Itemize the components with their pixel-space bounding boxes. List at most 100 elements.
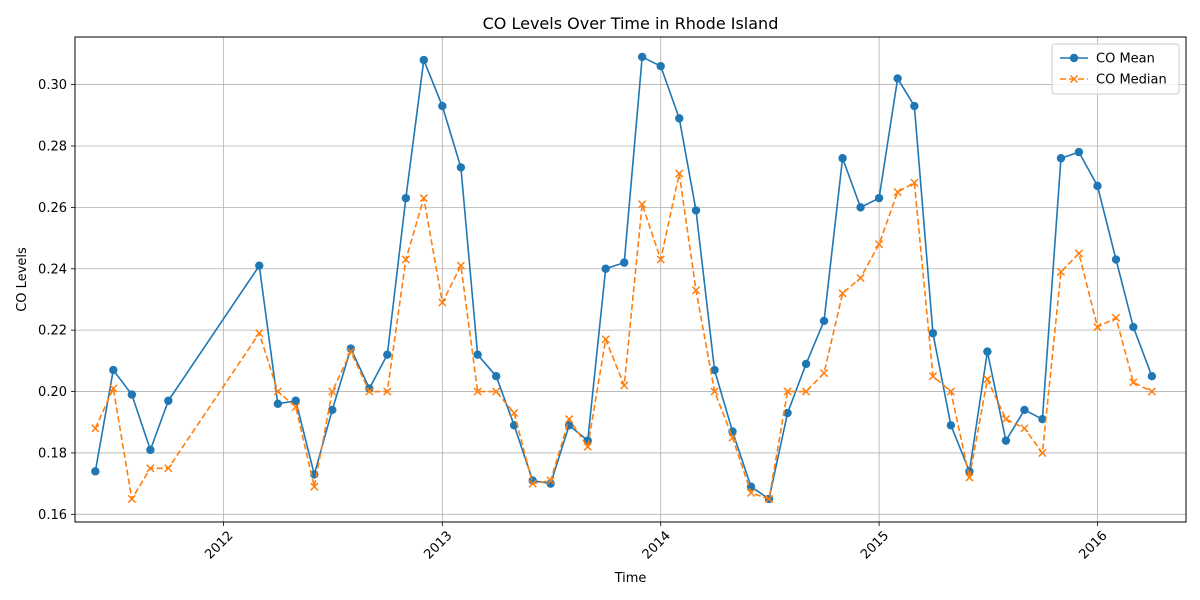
co-mean-point	[146, 445, 155, 455]
co-mean-point	[893, 74, 902, 83]
co-median-point	[401, 255, 410, 264]
co-median-point	[601, 335, 610, 344]
co-median-point	[346, 347, 355, 356]
co-median-point	[656, 255, 665, 264]
co-median-point	[728, 433, 737, 442]
co-mean-point	[291, 396, 300, 405]
co-mean-point	[1038, 414, 1047, 424]
co-median-point	[819, 368, 829, 378]
co-median-point	[1074, 249, 1084, 258]
y-tick-label: 0.16	[38, 508, 67, 523]
y-tick-label: 0.24	[38, 262, 67, 277]
co-mean-point	[473, 350, 482, 359]
co-mean-point	[1056, 154, 1066, 163]
co-mean-point	[456, 163, 466, 172]
co-mean-point	[691, 206, 701, 215]
co-mean-point	[365, 384, 374, 393]
co-median-point	[928, 372, 938, 381]
co-mean-point	[1020, 405, 1029, 415]
co-median-point	[764, 494, 774, 504]
co-mean-point	[838, 154, 847, 163]
co-median-point	[1056, 267, 1066, 276]
co-median-point	[910, 178, 919, 187]
legend: CO Mean CO Median	[1051, 43, 1180, 95]
co-median-point	[565, 415, 574, 424]
co-mean-point	[601, 264, 610, 273]
co-mean-point	[491, 371, 501, 381]
co-median-point	[1001, 415, 1011, 424]
co-mean-point	[1111, 255, 1121, 264]
co-mean-point	[1129, 322, 1138, 332]
co-median-point	[710, 387, 719, 396]
co-median-point	[1129, 378, 1138, 387]
co-mean-point	[1001, 436, 1011, 445]
co-mean-point	[346, 344, 356, 353]
co-mean-point	[383, 350, 392, 359]
co-median-point	[691, 286, 701, 295]
co-median-point	[583, 442, 592, 451]
co-mean-point	[328, 405, 337, 415]
co-mean-point	[546, 479, 555, 488]
co-mean-point	[273, 399, 283, 409]
y-tick-label: 0.20	[38, 385, 67, 400]
co-mean-point	[620, 258, 629, 267]
chart-title: CO Levels Over Time in Rhode Island	[483, 14, 779, 33]
co-mean-point	[983, 347, 992, 356]
legend-box	[1051, 43, 1180, 95]
co-median-point	[146, 464, 155, 473]
co-mean-point	[438, 101, 447, 111]
co-mean-point	[91, 467, 100, 476]
co-median-point	[456, 261, 466, 270]
co-median-point	[1038, 448, 1047, 458]
co-mean-point	[928, 329, 938, 338]
co-median-point	[546, 476, 555, 485]
co-median-point	[874, 240, 884, 249]
co-median-point	[510, 408, 519, 418]
co-median-point	[310, 482, 319, 491]
co-mean-point	[164, 396, 173, 405]
co-mean-point	[1074, 147, 1084, 157]
y-tick-label: 0.30	[38, 78, 67, 93]
co-mean-point	[637, 52, 647, 62]
co-mean-point	[109, 365, 118, 375]
co-median-point	[838, 289, 847, 298]
co-median-point	[164, 464, 173, 473]
co-median-point	[1093, 322, 1102, 332]
co-mean-point	[1147, 371, 1157, 381]
y-tick-label: 0.18	[38, 446, 67, 461]
co-median-point	[383, 387, 392, 396]
co-median-point	[255, 329, 264, 338]
co-median-point	[746, 488, 756, 497]
co-mean-point	[656, 61, 665, 71]
y-tick-label: 0.22	[38, 324, 67, 339]
co-median-point	[291, 402, 300, 412]
co-mean-point	[910, 101, 919, 111]
co-mean-point	[127, 390, 137, 399]
legend-mean-marker	[1069, 53, 1079, 63]
co-median-point	[109, 384, 118, 393]
co-median-point	[965, 473, 974, 482]
y-tick-label: 0.28	[38, 139, 67, 154]
co-mean-point	[675, 114, 684, 123]
co-median-point	[983, 375, 992, 384]
co-mean-point	[783, 408, 792, 418]
co-mean-point	[255, 261, 264, 270]
co-median-point	[419, 194, 428, 203]
co-median-point	[273, 387, 282, 396]
grid	[75, 37, 1186, 522]
legend-label-mean: CO Mean	[1096, 52, 1155, 67]
co-median-point	[946, 387, 956, 396]
co-mean-point	[856, 203, 865, 212]
co-mean-point	[874, 193, 884, 203]
co-median-point	[1111, 313, 1121, 323]
co-median-point	[893, 187, 902, 197]
co-median-point	[365, 387, 374, 396]
co-median-point	[91, 424, 100, 433]
co-mean-point	[819, 316, 829, 326]
co-mean-point	[419, 55, 428, 65]
co-median-point	[1020, 424, 1029, 433]
co-mean-point	[946, 421, 956, 430]
co-mean-point	[801, 359, 811, 369]
